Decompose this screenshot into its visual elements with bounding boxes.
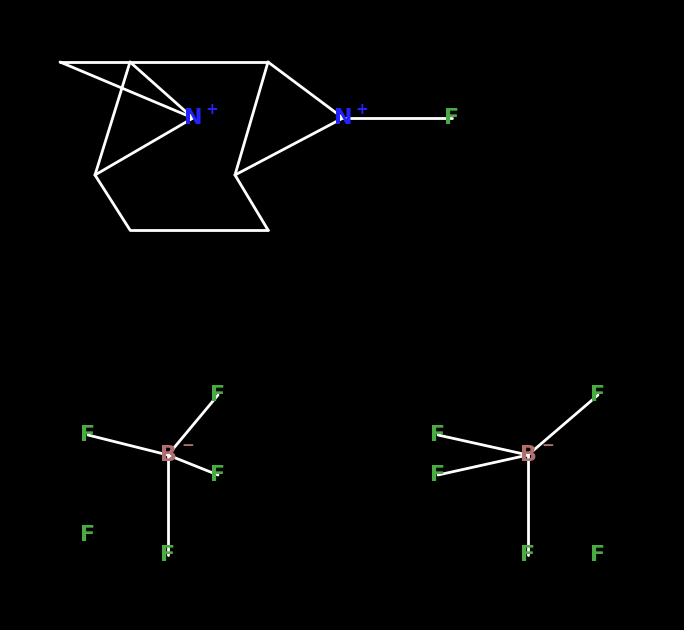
Text: +: + xyxy=(205,101,218,117)
Text: F: F xyxy=(211,465,226,485)
Text: N: N xyxy=(334,108,352,128)
Text: F: F xyxy=(161,545,176,565)
Text: B: B xyxy=(159,445,176,465)
Text: F: F xyxy=(521,545,536,565)
Text: −: − xyxy=(181,438,194,454)
Text: F: F xyxy=(211,385,226,405)
Text: −: − xyxy=(541,438,554,454)
Text: F: F xyxy=(81,425,96,445)
Text: F: F xyxy=(81,525,96,545)
Text: B: B xyxy=(520,445,536,465)
Text: +: + xyxy=(355,101,368,117)
Text: F: F xyxy=(590,545,605,565)
Text: F: F xyxy=(445,108,460,128)
Text: F: F xyxy=(430,425,445,445)
Text: F: F xyxy=(430,465,445,485)
Text: F: F xyxy=(590,385,605,405)
Text: N: N xyxy=(184,108,202,128)
